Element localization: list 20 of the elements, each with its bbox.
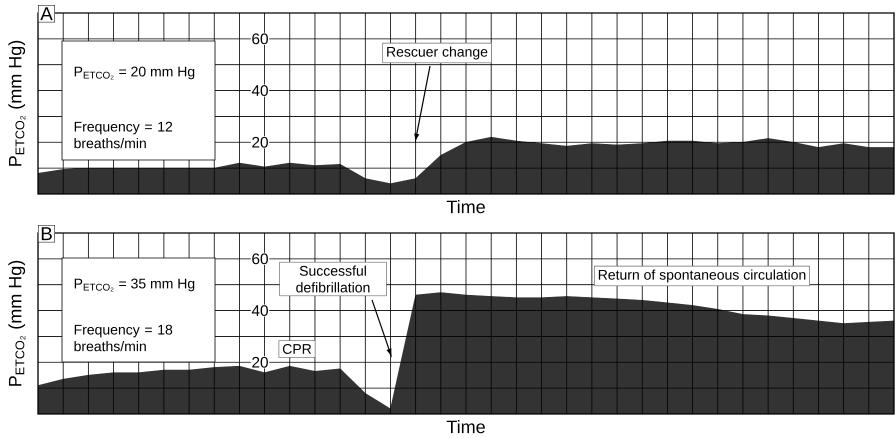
chart-title: B (42, 227, 52, 240)
y-axis-title: P$_{ETCO₂}$ (mm Hg) (8, 260, 26, 386)
y-tick-label: 20 (252, 356, 268, 368)
x-axis-title: Time (446, 200, 485, 214)
y-tick-label: 60 (252, 33, 268, 44)
annotation: Frequency = 18 breaths/min (74, 324, 172, 352)
annotation: P$_{ETCO₂}$ = 20 mm Hg (74, 66, 194, 80)
y-axis-title: P$_{ETCO₂}$ (mm Hg) (8, 40, 26, 166)
y-tick-label: 20 (252, 136, 268, 148)
annotation: Successful defibrillation (296, 266, 370, 292)
annotation: P$_{ETCO₂}$ = 35 mm Hg (74, 278, 194, 292)
annotation: Rescuer change (387, 46, 488, 60)
chart-title: A (40, 7, 53, 20)
annotation: Frequency = 12 breaths/min (74, 122, 172, 148)
x-axis-title: Time (446, 420, 485, 434)
annotation: CPR (282, 344, 312, 354)
annotation: Return of spontaneous circulation (598, 269, 806, 283)
y-tick-label: 60 (252, 253, 268, 264)
y-tick-label: 40 (252, 85, 268, 96)
y-tick-label: 40 (252, 305, 268, 316)
